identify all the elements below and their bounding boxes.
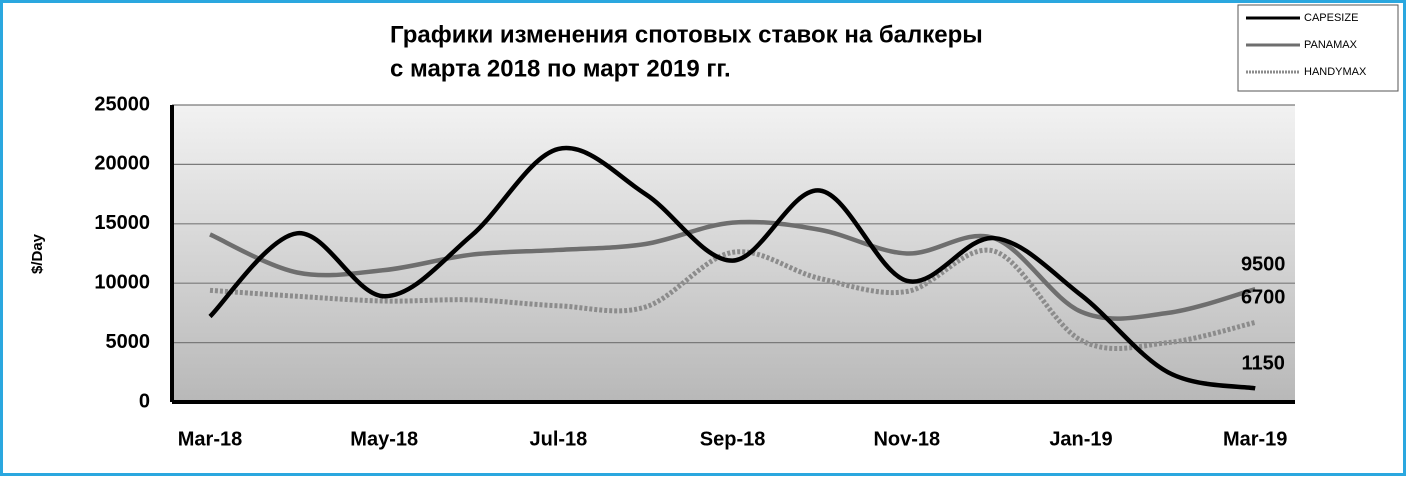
- chart-title: с марта 2018 по март 2019 гг.: [390, 55, 731, 82]
- x-tick-label: Mar-19: [1223, 428, 1287, 450]
- y-axis-label: $/Day: [29, 233, 46, 274]
- data-label: 9500: [1241, 253, 1286, 275]
- y-tick-label: 25000: [94, 93, 150, 115]
- data-label: 6700: [1241, 287, 1286, 309]
- y-tick-label: 10000: [94, 271, 150, 293]
- x-tick-label: Sep-18: [700, 428, 766, 450]
- y-tick-label: 5000: [106, 331, 151, 353]
- y-tick-label: 20000: [94, 153, 150, 175]
- x-tick-label: Jan-19: [1049, 428, 1112, 450]
- legend-label: CAPESIZE: [1304, 12, 1358, 24]
- x-tick-label: Jul-18: [529, 428, 587, 450]
- series-line: [209, 247, 1256, 352]
- x-tick-label: Nov-18: [873, 428, 940, 450]
- y-tick-label: 15000: [94, 212, 150, 234]
- data-label: 1150: [1242, 353, 1285, 375]
- chart-title: Графики изменения спотовых ставок на бал…: [390, 21, 983, 48]
- legend-label: HANDYMAX: [1304, 66, 1367, 78]
- series-line: [209, 219, 1256, 321]
- x-tick-label: Mar-18: [178, 428, 242, 450]
- x-tick-label: May-18: [350, 428, 418, 450]
- y-tick-label: 0: [139, 390, 150, 412]
- series-line: [208, 145, 1256, 391]
- legend-label: PANAMAX: [1304, 39, 1358, 51]
